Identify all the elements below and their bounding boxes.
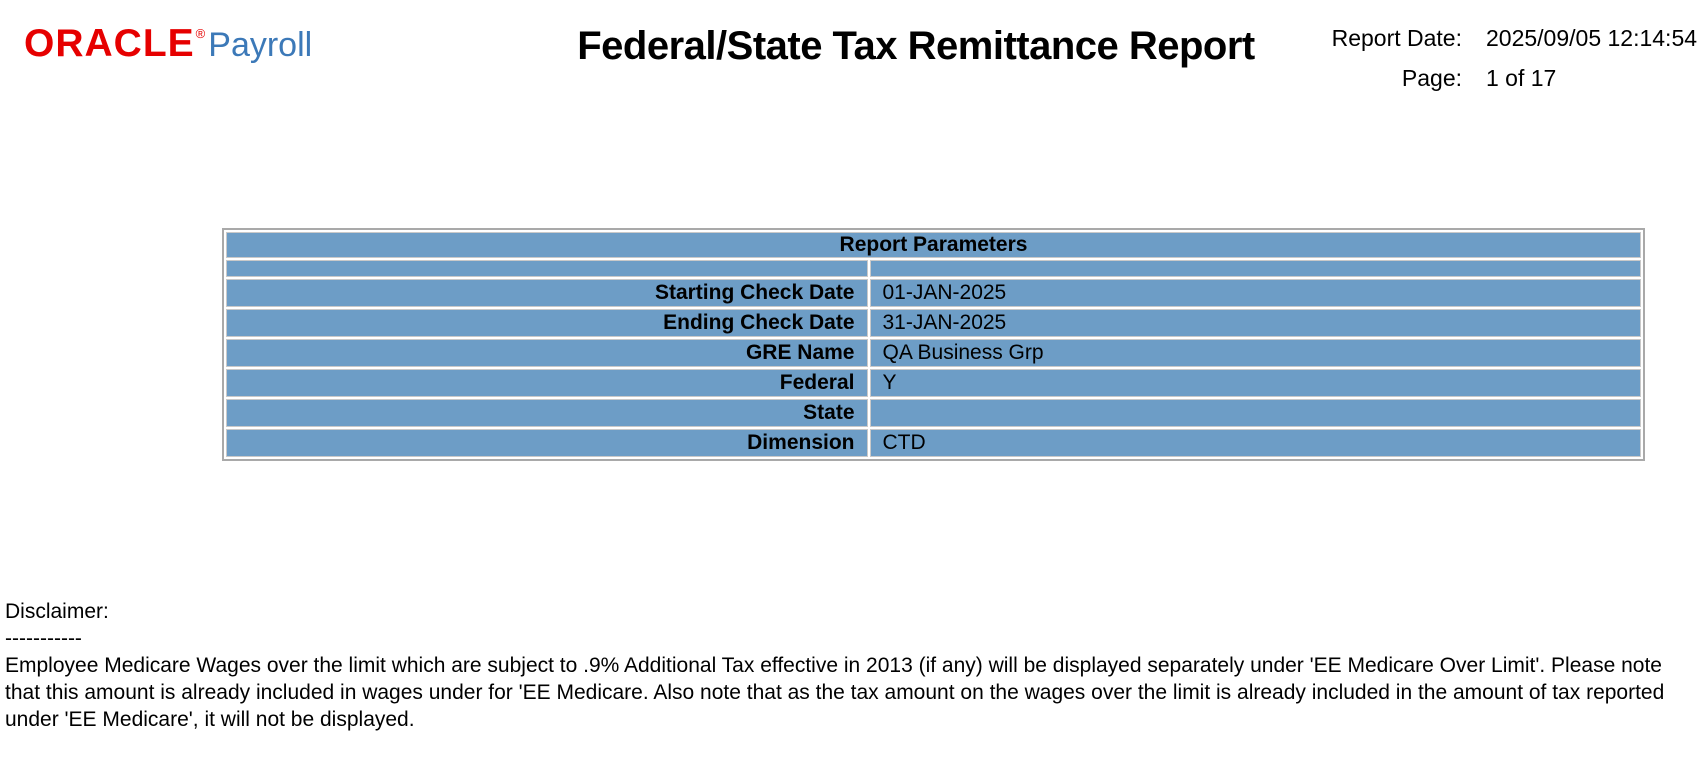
- spacer-label-cell: [226, 260, 868, 277]
- parameter-label: Dimension: [226, 429, 868, 457]
- report-parameters-table: Report Parameters Starting Check Date 01…: [222, 228, 1645, 461]
- table-row: GRE Name QA Business Grp: [226, 339, 1641, 367]
- parameter-value: CTD: [869, 429, 1641, 457]
- disclaimer-heading: Disclaimer:: [5, 600, 109, 623]
- table-row: Ending Check Date 31-JAN-2025: [226, 309, 1641, 337]
- disclaimer-body: Employee Medicare Wages over the limit w…: [5, 654, 1665, 731]
- parameter-value: Y: [869, 369, 1641, 397]
- parameter-value: QA Business Grp: [869, 339, 1641, 367]
- oracle-brand-text: ORACLE: [24, 22, 195, 65]
- parameter-value: 31-JAN-2025: [869, 309, 1641, 337]
- spacer-row: [226, 260, 1641, 277]
- payroll-product-text: Payroll: [208, 26, 313, 64]
- parameter-label: GRE Name: [226, 339, 868, 367]
- registered-trademark-icon: ®: [195, 26, 206, 41]
- parameter-label: Federal: [226, 369, 868, 397]
- spacer-value-cell: [869, 260, 1641, 277]
- parameter-label: Ending Check Date: [226, 309, 868, 337]
- report-meta: Report Date: 2025/09/05 12:14:54 Page: 1…: [1331, 25, 1704, 92]
- table-row: Federal Y: [226, 369, 1641, 397]
- page-number-label: Page:: [1401, 65, 1462, 92]
- table-title-row: Report Parameters: [226, 232, 1641, 258]
- oracle-payroll-logo: ORACLE ® Payroll: [24, 24, 312, 63]
- parameter-label: Starting Check Date: [226, 279, 868, 307]
- disclaimer-underline: -----------: [5, 627, 82, 650]
- report-date-value: 2025/09/05 12:14:54: [1486, 25, 1698, 51]
- page-number-value: 1 of 17: [1486, 65, 1557, 92]
- parameter-value: 01-JAN-2025: [869, 279, 1641, 307]
- disclaimer-section: Disclaimer: ----------- Employee Medicar…: [5, 598, 1699, 733]
- parameter-value: [869, 399, 1641, 427]
- parameter-label: State: [226, 399, 868, 427]
- table-title: Report Parameters: [226, 232, 1641, 258]
- table-row: Starting Check Date 01-JAN-2025: [226, 279, 1641, 307]
- page-title: Federal/State Tax Remittance Report: [577, 24, 1255, 68]
- table-row: State: [226, 399, 1641, 427]
- report-date-label: Report Date:: [1331, 25, 1462, 51]
- table-row: Dimension CTD: [226, 429, 1641, 457]
